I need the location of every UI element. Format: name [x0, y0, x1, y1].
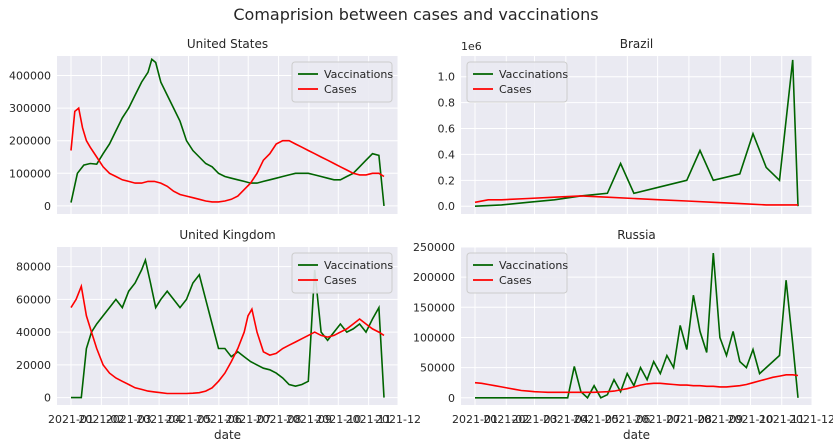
y-tick-label: 400000	[9, 70, 51, 83]
legend: Vaccinations Cases	[291, 252, 393, 294]
x-tick-label: 2021-03	[106, 413, 152, 426]
legend: Vaccinations Cases	[466, 61, 568, 103]
x-tick-label: 2021-08	[666, 413, 712, 426]
series-line-vaccinations	[70, 57, 385, 206]
y-tick-label: 40000	[16, 326, 51, 339]
y-tick-label: 100000	[413, 331, 455, 344]
x-tick-label: 2021-12	[789, 413, 833, 426]
x-tick-label: 2021-08	[256, 413, 302, 426]
y-tick-label: 0.8	[438, 97, 456, 110]
x-axis-label: date	[214, 428, 241, 442]
x-tick-label: 2021-03	[512, 413, 558, 426]
legend: Vaccinations Cases	[466, 252, 568, 294]
x-tick-label: 2021-09	[286, 413, 332, 426]
y-tick-label: 80000	[16, 261, 51, 274]
legend-label: Cases	[324, 274, 357, 287]
y-tick-label: 0.6	[438, 123, 456, 136]
legend-label: Vaccinations	[499, 68, 568, 81]
x-tick-label: 2021-10	[315, 413, 361, 426]
x-tick-label: 2021-06	[196, 413, 242, 426]
x-tick-label: 2021-05	[573, 413, 619, 426]
panel-united-kingdom: 0200004000060000800002021-012021-022021-…	[16, 228, 421, 442]
y-tick-label: 250000	[413, 241, 455, 254]
x-tick-label: 2021-07	[225, 413, 271, 426]
y-tick-label: 200000	[413, 271, 455, 284]
x-axis-label: date	[623, 428, 650, 442]
x-tick-label: 2021-05	[166, 413, 212, 426]
y-tick-label: 0.4	[438, 148, 456, 161]
x-tick-label: 2021-04	[543, 413, 589, 426]
legend-label: Cases	[499, 274, 532, 287]
legend: Vaccinations Cases	[291, 61, 393, 103]
x-tick-label: 2021-07	[635, 413, 681, 426]
x-tick-label: 2021-02	[483, 413, 529, 426]
panel-united-states: 0 100000 200000 300000 400000 United States Va…	[9, 37, 399, 214]
y-tick-label: 0.0	[438, 200, 456, 213]
figure-title: Comaprision between cases and vaccinatio…	[233, 5, 598, 24]
series-line-vaccinations	[71, 257, 385, 399]
legend-box	[291, 252, 393, 294]
series-line-cases	[70, 283, 385, 395]
legend-box	[466, 61, 568, 103]
legend-label: Vaccinations	[324, 68, 393, 81]
x-tick-label: 2021-01	[48, 413, 94, 426]
x-tick-label: 2021-12	[375, 413, 421, 426]
y-tick-label: 0	[44, 392, 51, 405]
x-tick-label: 2021-02	[78, 413, 124, 426]
axis-offset-label: 1e6	[461, 40, 482, 53]
y-tick-label: 0.2	[438, 174, 456, 187]
y-tick-label: 0	[44, 200, 51, 213]
y-tick-label: 1.0	[438, 71, 456, 84]
y-tick-label: 300000	[9, 102, 51, 115]
y-tick-label: 50000	[420, 362, 455, 375]
x-tick-label: 2021-01	[452, 413, 498, 426]
series-line-vaccinations	[475, 252, 799, 400]
panel-title: Russia	[617, 228, 656, 242]
panel-russia: 0500001000001500002000002500002021-01202…	[413, 228, 833, 442]
panel-title: United Kingdom	[179, 228, 275, 242]
series-line-cases	[70, 106, 385, 203]
series-line-cases	[474, 195, 798, 206]
x-tick-label: 2021-11	[759, 413, 805, 426]
x-tick-label: 2021-04	[136, 413, 182, 426]
panel-brazil: 0.0 0.2 0.4 0.6 0.8 1.0 Brazil 1e6 Vaccinations C…	[438, 37, 813, 214]
y-tick-label: 200000	[9, 135, 51, 148]
series-line-vaccinations	[474, 59, 799, 207]
series-line-cases	[474, 374, 799, 394]
legend-label: Vaccinations	[324, 259, 393, 272]
legend-label: Vaccinations	[499, 259, 568, 272]
x-tick-label: 2021-10	[727, 413, 773, 426]
x-tick-label: 2021-11	[346, 413, 392, 426]
legend-label: Cases	[324, 83, 357, 96]
y-tick-label: 100000	[9, 167, 51, 180]
y-tick-label: 150000	[413, 301, 455, 314]
legend-label: Cases	[499, 83, 532, 96]
legend-box	[466, 252, 568, 294]
legend-box	[291, 61, 393, 103]
y-tick-label: 20000	[16, 359, 51, 372]
y-tick-label: 60000	[16, 293, 51, 306]
x-tick-label: 2021-09	[697, 413, 743, 426]
panel-title: United States	[187, 37, 268, 51]
x-tick-label: 2021-06	[604, 413, 650, 426]
y-tick-label: 0	[448, 392, 455, 405]
panel-title: Brazil	[620, 37, 654, 51]
